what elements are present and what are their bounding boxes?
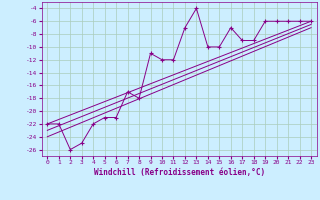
X-axis label: Windchill (Refroidissement éolien,°C): Windchill (Refroidissement éolien,°C) [94, 168, 265, 177]
